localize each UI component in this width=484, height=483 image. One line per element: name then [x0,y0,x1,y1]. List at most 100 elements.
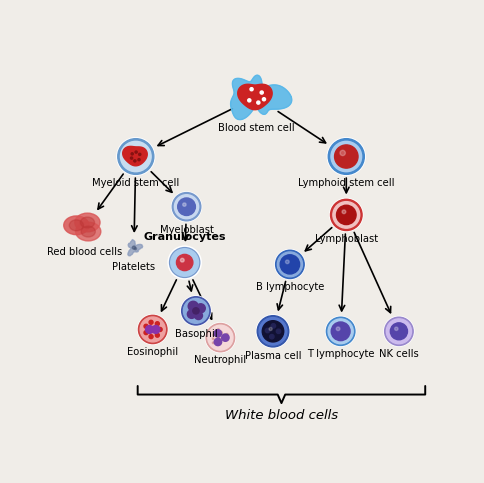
Circle shape [212,342,213,343]
Circle shape [269,327,272,330]
Text: Blood stem cell: Blood stem cell [217,123,294,133]
Circle shape [221,334,228,341]
Circle shape [134,160,136,162]
Text: Lymphoid stem cell: Lymphoid stem cell [298,178,393,188]
Circle shape [120,142,151,171]
Circle shape [383,316,413,346]
Circle shape [325,316,355,346]
Circle shape [149,335,153,339]
Ellipse shape [76,222,101,241]
Ellipse shape [63,216,89,235]
Circle shape [220,331,221,333]
Circle shape [214,338,221,346]
Circle shape [275,250,303,279]
Circle shape [334,145,357,168]
Text: Myeloblast: Myeloblast [159,225,213,235]
Circle shape [177,198,195,215]
Circle shape [390,323,407,340]
Circle shape [256,101,259,104]
Circle shape [285,260,288,264]
Circle shape [247,99,250,102]
Text: Plasma cell: Plasma cell [244,351,301,361]
Circle shape [149,320,153,324]
Circle shape [384,317,412,345]
Circle shape [194,312,202,320]
Circle shape [249,87,253,91]
Circle shape [183,298,208,323]
Circle shape [207,325,232,350]
Circle shape [221,338,223,340]
Circle shape [269,334,273,339]
Circle shape [196,304,205,313]
Circle shape [176,255,193,270]
Circle shape [262,321,283,342]
Polygon shape [122,146,147,166]
Circle shape [171,192,201,222]
Circle shape [206,324,234,352]
Circle shape [138,315,166,343]
Circle shape [258,317,287,345]
Circle shape [214,330,221,337]
Ellipse shape [80,217,94,228]
Polygon shape [230,75,291,120]
Circle shape [168,246,201,279]
Circle shape [170,249,198,276]
Text: Eosinophil: Eosinophil [127,347,178,357]
Polygon shape [237,84,272,110]
Circle shape [259,91,263,94]
Circle shape [145,326,153,333]
Ellipse shape [69,220,83,231]
Circle shape [118,139,153,174]
Circle shape [138,153,140,156]
Circle shape [274,250,304,279]
Circle shape [217,337,219,339]
Circle shape [212,334,214,336]
Circle shape [386,319,410,344]
Circle shape [155,322,159,326]
Circle shape [151,326,160,333]
Circle shape [328,139,363,174]
Text: Platelets: Platelets [112,262,155,272]
Circle shape [329,199,362,231]
Circle shape [212,338,213,340]
Circle shape [168,247,200,278]
Circle shape [330,199,362,230]
Circle shape [277,252,302,277]
Circle shape [335,327,339,330]
Circle shape [217,341,218,343]
Circle shape [140,317,165,342]
Circle shape [341,210,345,213]
Text: B lymphocyte: B lymphocyte [255,282,323,292]
Text: NK cells: NK cells [378,349,418,359]
Circle shape [332,201,359,228]
Circle shape [256,315,289,348]
Circle shape [257,316,288,347]
Circle shape [193,308,198,314]
Circle shape [131,153,133,155]
Text: Lymphoblast: Lymphoblast [314,234,377,244]
Text: Red blood cells: Red blood cells [47,246,122,256]
Circle shape [188,301,198,311]
Circle shape [276,329,280,333]
Circle shape [187,310,196,318]
Circle shape [225,338,227,339]
Circle shape [226,333,227,335]
Circle shape [218,332,220,333]
Circle shape [205,323,235,353]
Circle shape [327,138,364,175]
Ellipse shape [81,226,95,237]
Circle shape [172,193,200,221]
Circle shape [174,195,198,219]
Circle shape [137,314,167,344]
Polygon shape [128,240,142,256]
Text: Myeloid stem cell: Myeloid stem cell [92,178,179,188]
Circle shape [280,255,299,274]
Circle shape [216,344,217,345]
Circle shape [144,331,148,335]
Circle shape [218,336,219,337]
Circle shape [181,296,211,326]
Circle shape [132,246,135,249]
Circle shape [330,142,361,171]
Circle shape [339,150,345,156]
Text: Neutrophil: Neutrophil [194,355,246,366]
